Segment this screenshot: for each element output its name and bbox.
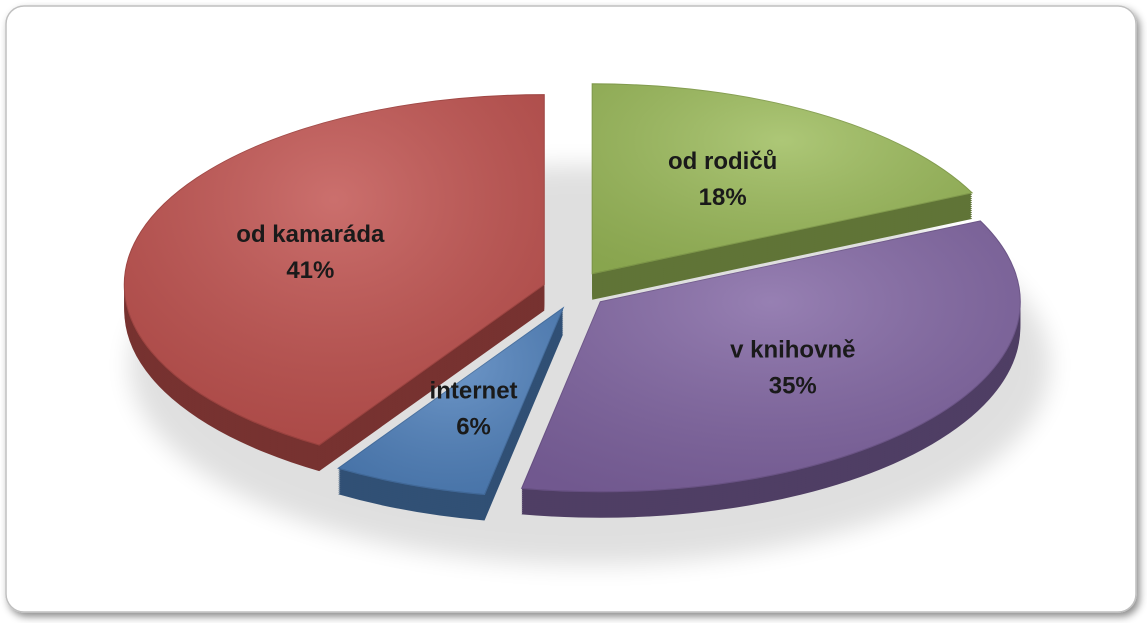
- slice-label: od rodičů: [668, 148, 777, 175]
- slice-value-label: 18%: [699, 184, 747, 211]
- slice-label: od kamaráda: [236, 221, 385, 248]
- slice-gloss: [124, 94, 545, 446]
- slice-label: v knihovně: [730, 337, 855, 364]
- slice-gloss: [521, 220, 1021, 492]
- slice-value-label: 35%: [769, 373, 817, 400]
- slice-value-label: 6%: [456, 414, 491, 441]
- slice-label: internet: [430, 378, 518, 405]
- slice-gloss: [338, 307, 564, 495]
- slice-gloss: [592, 83, 973, 274]
- slice-value-label: 41%: [286, 257, 334, 284]
